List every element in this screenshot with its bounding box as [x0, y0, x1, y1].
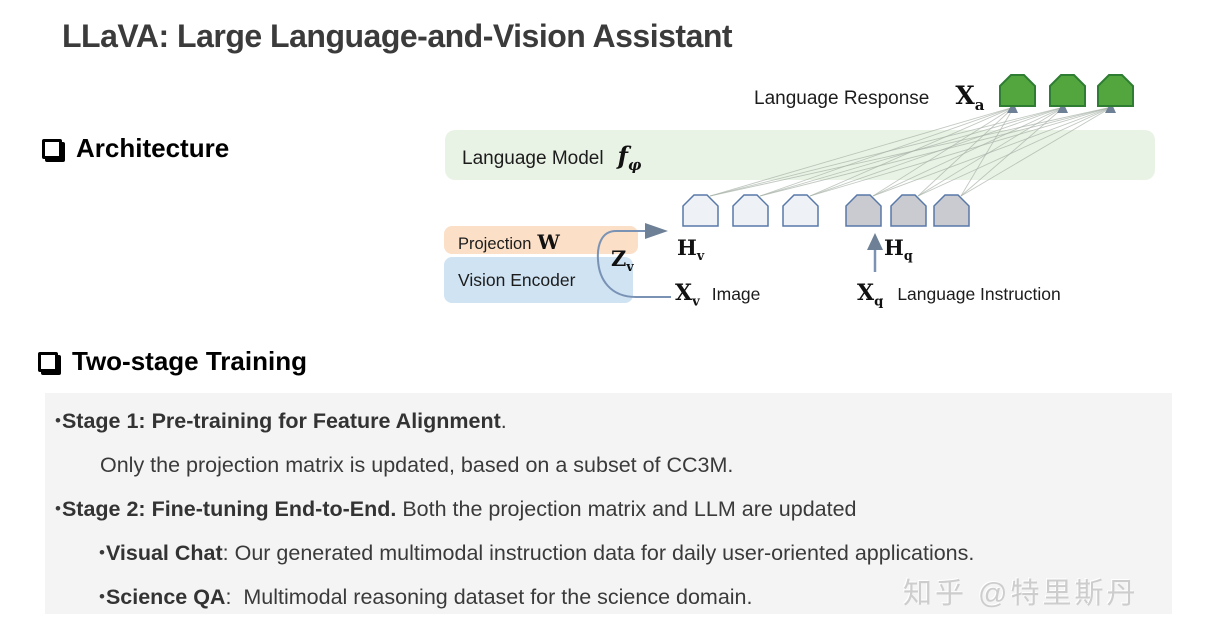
- math-symbol-xq: Xq: [857, 280, 884, 310]
- training-line-science-qa: •Science QA: Multimodal reasoning datase…: [99, 585, 753, 609]
- attention-fan-lines: [709, 102, 1116, 197]
- instruction-arrow: [867, 233, 883, 272]
- image-input-label: Xv Image: [675, 280, 761, 310]
- math-symbol-zv: Zv: [611, 246, 634, 275]
- math-symbol-hq: Hq: [884, 235, 913, 264]
- vision-encoder-box: [444, 257, 633, 303]
- training-line-stage1-detail: Only the projection matrix is updated, b…: [100, 453, 734, 477]
- checkbox-bullet-icon: [42, 138, 62, 159]
- instruction-token: [933, 194, 970, 227]
- projection-box: [444, 226, 638, 254]
- visual-tokens: [682, 194, 819, 227]
- instruction-tokens: [845, 194, 970, 227]
- visual-token: [782, 194, 819, 227]
- math-symbol-w: W: [537, 230, 560, 254]
- instruction-input-label: Xq Language Instruction: [857, 280, 1061, 310]
- instruction-token: [890, 194, 927, 227]
- page-title: LLaVA: Large Language-and-Vision Assista…: [62, 18, 733, 54]
- math-symbol-xv: Xv: [675, 280, 700, 310]
- section-heading-label: Two-stage Training: [72, 346, 307, 376]
- response-token: [1097, 74, 1134, 107]
- math-symbol-hv: Hv: [677, 235, 705, 264]
- training-line-stage1: •Stage 1: Pre-training for Feature Align…: [55, 409, 507, 433]
- vision-encoder-label: Vision Encoder: [458, 270, 576, 290]
- section-heading-architecture: Architecture: [42, 133, 229, 164]
- watermark: 知乎 @特里斯丹: [903, 578, 1139, 610]
- section-heading-label: Architecture: [76, 133, 230, 163]
- training-line-stage2: •Stage 2: Fine-tuning End-to-End. Both t…: [55, 497, 857, 521]
- projection-label: Projection W: [458, 230, 560, 254]
- math-symbol-f-phi: fφ: [617, 141, 642, 174]
- training-panel: •Stage 1: Pre-training for Feature Align…: [45, 393, 1172, 614]
- visual-token: [682, 194, 719, 227]
- instruction-token: [845, 194, 882, 227]
- training-line-visual-chat: •Visual Chat: Our generated multimodal i…: [99, 541, 975, 565]
- projection-arrow: [596, 223, 671, 298]
- language-model-label: Language Model fφ: [462, 141, 642, 174]
- section-heading-training: Two-stage Training: [38, 346, 307, 377]
- language-response-label: Language Response Xa: [754, 81, 985, 114]
- visual-token: [732, 194, 769, 227]
- response-tokens: [999, 74, 1134, 107]
- checkbox-bullet-icon: [38, 351, 58, 372]
- math-symbol-xa: Xa: [955, 81, 985, 114]
- response-token: [999, 74, 1036, 107]
- response-token: [1049, 74, 1086, 107]
